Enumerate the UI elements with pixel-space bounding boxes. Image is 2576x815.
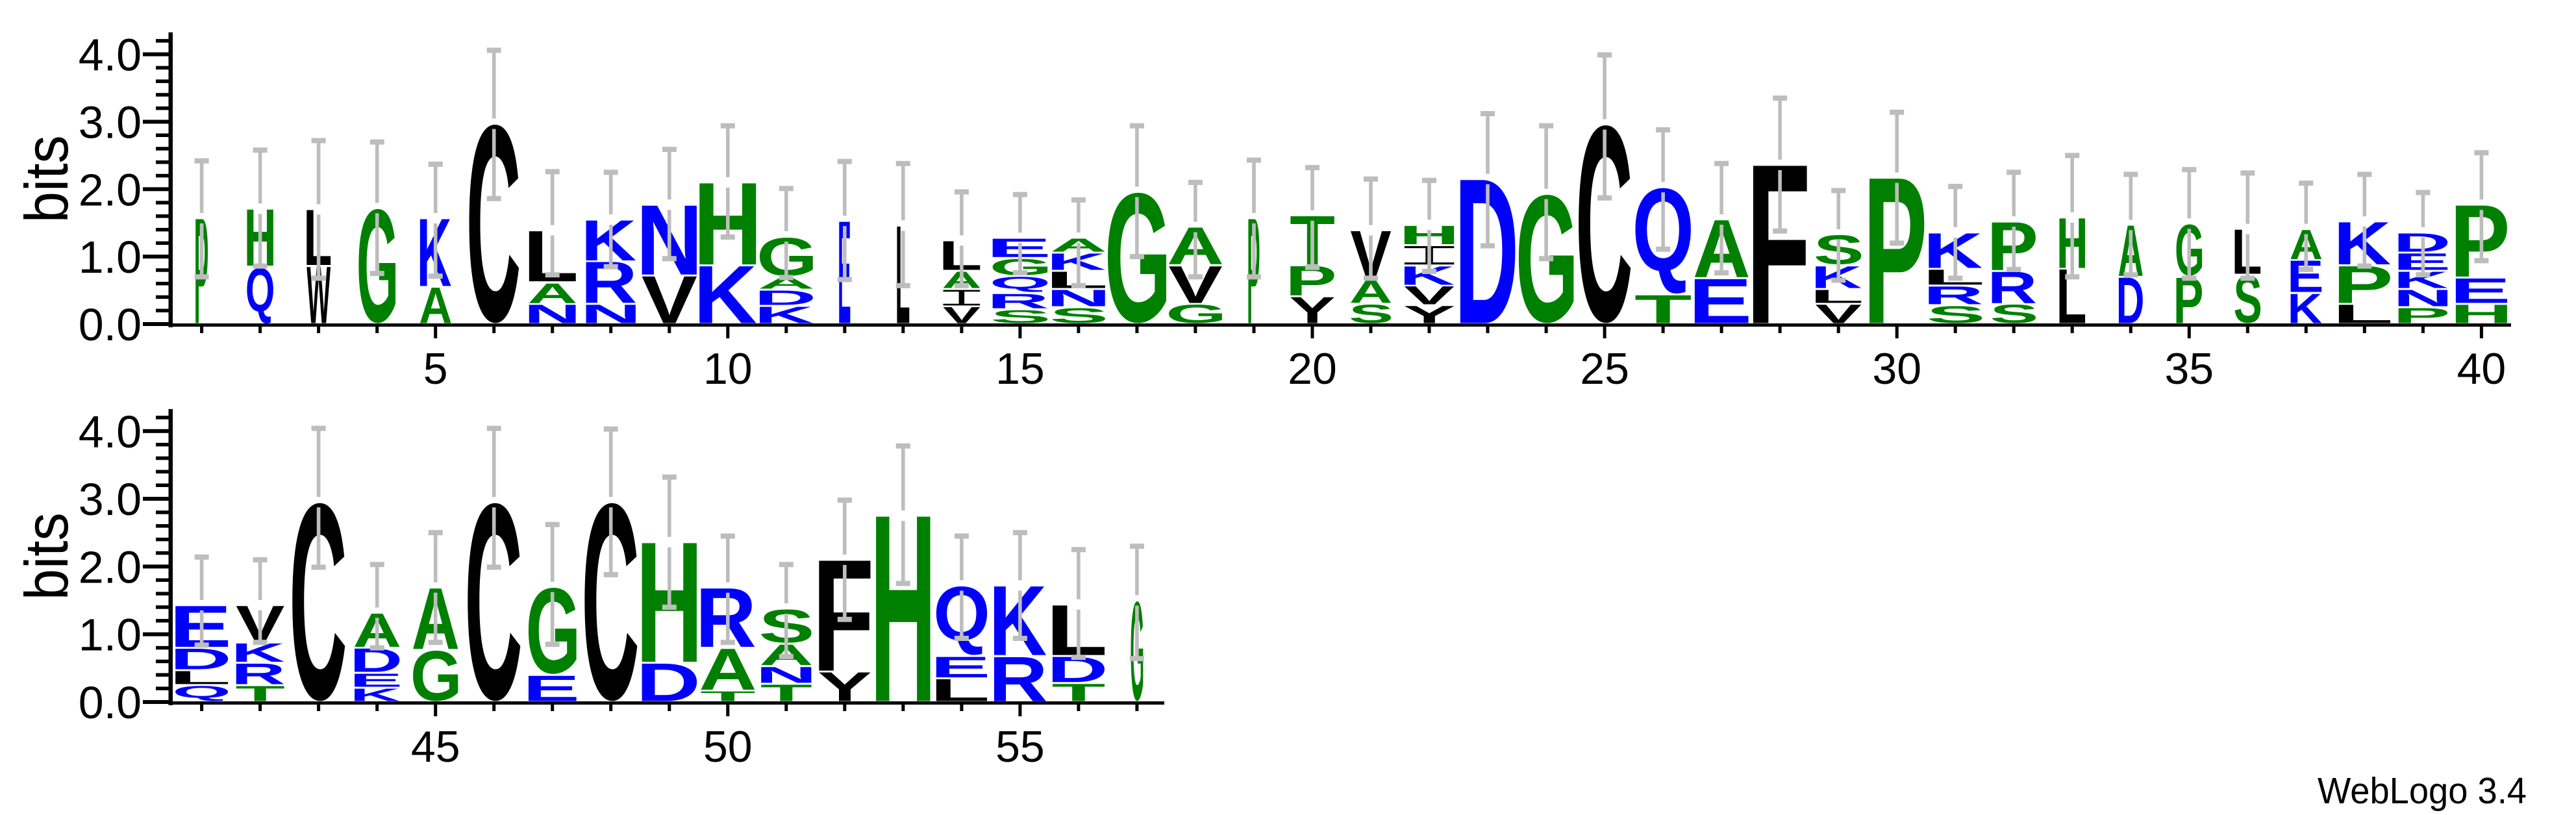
svg-text:T: T (700, 688, 756, 704)
svg-text:K: K (1811, 260, 1862, 295)
svg-text:S: S (990, 307, 1051, 327)
svg-text:K: K (1047, 249, 1107, 275)
svg-text:30: 30 (1872, 344, 1921, 394)
svg-text:K: K (1923, 223, 1983, 279)
svg-text:L: L (169, 667, 231, 688)
svg-text:A: A (419, 277, 452, 334)
svg-text:2.0: 2.0 (79, 542, 142, 592)
svg-text:F: F (1746, 118, 1811, 373)
svg-text:L: L (1045, 267, 1108, 294)
svg-text:T: T (235, 681, 284, 705)
svg-text:0.0: 0.0 (79, 677, 142, 728)
svg-text:1.0: 1.0 (79, 610, 142, 660)
svg-text:E: E (523, 668, 580, 708)
svg-text:V: V (1815, 299, 1862, 329)
svg-text:35: 35 (2164, 344, 2214, 394)
svg-text:R: R (1923, 281, 1984, 310)
svg-text:N: N (581, 299, 642, 329)
svg-text:20: 20 (1288, 344, 1337, 394)
svg-text:WebLogo 3.4: WebLogo 3.4 (2318, 770, 2527, 812)
svg-text:K: K (989, 565, 1047, 677)
svg-text:0.0: 0.0 (79, 299, 142, 350)
svg-text:50: 50 (703, 722, 753, 771)
svg-text:R: R (695, 570, 757, 665)
svg-text:K: K (694, 248, 757, 340)
svg-text:Q: Q (172, 683, 231, 701)
svg-text:bits: bits (12, 135, 81, 223)
svg-text:A: A (527, 277, 577, 309)
svg-text:Y: Y (1290, 290, 1336, 331)
svg-text:15: 15 (995, 344, 1045, 394)
svg-text:D: D (636, 653, 701, 713)
svg-text:G: G (1166, 299, 1227, 329)
svg-text:R: R (987, 290, 1049, 313)
svg-text:K: K (754, 302, 814, 329)
svg-text:N: N (2393, 285, 2453, 312)
svg-text:45: 45 (411, 722, 460, 771)
svg-text:L: L (2332, 299, 2394, 329)
svg-text:10: 10 (703, 344, 753, 394)
svg-text:K: K (581, 208, 637, 273)
svg-text:K: K (1399, 260, 1455, 290)
svg-text:Q: Q (990, 273, 1051, 292)
svg-text:D: D (169, 642, 231, 675)
svg-text:V: V (1404, 281, 1455, 310)
svg-text:N: N (524, 299, 581, 329)
svg-text:S: S (1926, 301, 1985, 328)
svg-text:25: 25 (1580, 344, 1629, 394)
svg-text:R: R (989, 644, 1048, 715)
svg-text:3.0: 3.0 (79, 97, 142, 148)
svg-text:E: E (2449, 271, 2510, 310)
svg-text:E: E (349, 670, 403, 690)
svg-text:A: A (699, 636, 757, 702)
svg-text:E: E (931, 651, 991, 684)
svg-text:N: N (755, 662, 817, 688)
svg-text:S: S (1990, 299, 2038, 328)
svg-text:C: C (289, 446, 347, 759)
svg-text:V: V (943, 303, 981, 328)
svg-text:5: 5 (423, 344, 448, 394)
svg-text:C: C (1575, 68, 1632, 379)
svg-text:D: D (1455, 136, 1519, 368)
svg-text:C: C (466, 67, 521, 380)
svg-text:K: K (350, 685, 400, 705)
svg-text:Y: Y (818, 664, 871, 710)
svg-text:T: T (760, 680, 812, 707)
svg-text:Y: Y (1403, 301, 1455, 328)
svg-text:1.0: 1.0 (79, 232, 142, 282)
svg-text:4.0: 4.0 (79, 407, 142, 457)
svg-text:H: H (2450, 299, 2513, 329)
svg-text:K: K (2394, 267, 2449, 293)
svg-text:2.0: 2.0 (79, 164, 142, 215)
svg-text:P: P (1863, 134, 1927, 368)
svg-text:V: V (642, 262, 697, 337)
svg-text:C: C (581, 446, 639, 759)
svg-text:3.0: 3.0 (79, 474, 142, 525)
svg-text:S: S (1049, 304, 1108, 327)
svg-text:L: L (1810, 286, 1864, 307)
svg-text:S: S (1349, 299, 1394, 329)
svg-text:N: N (1046, 285, 1111, 312)
svg-text:4.0: 4.0 (79, 30, 142, 81)
svg-text:P: P (2393, 303, 2451, 327)
svg-text:R: R (231, 657, 286, 690)
svg-text:T: T (1051, 679, 1105, 707)
svg-text:G: G (410, 636, 462, 716)
svg-text:bits: bits (12, 512, 81, 600)
svg-text:K: K (2288, 285, 2322, 332)
svg-text:55: 55 (995, 722, 1045, 771)
svg-text:T: T (1634, 286, 1692, 332)
svg-text:D: D (754, 286, 816, 310)
svg-text:L: L (930, 673, 990, 708)
svg-text:40: 40 (2457, 344, 2507, 394)
svg-text:E: E (1688, 266, 1752, 337)
svg-text:C: C (464, 446, 522, 759)
